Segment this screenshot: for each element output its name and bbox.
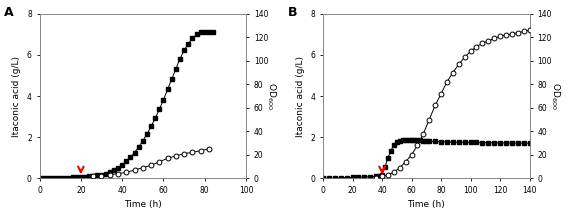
Text: A: A	[5, 6, 14, 19]
Text: B: B	[288, 6, 298, 19]
X-axis label: Time (h): Time (h)	[124, 200, 162, 209]
Y-axis label: OD$_{600}$: OD$_{600}$	[549, 82, 561, 110]
Y-axis label: Itaconic acid (g/L): Itaconic acid (g/L)	[12, 55, 22, 137]
Y-axis label: Itaconic acid (g/L): Itaconic acid (g/L)	[296, 55, 305, 137]
Y-axis label: OD$_{600}$: OD$_{600}$	[265, 82, 278, 110]
X-axis label: Time (h): Time (h)	[408, 200, 445, 209]
